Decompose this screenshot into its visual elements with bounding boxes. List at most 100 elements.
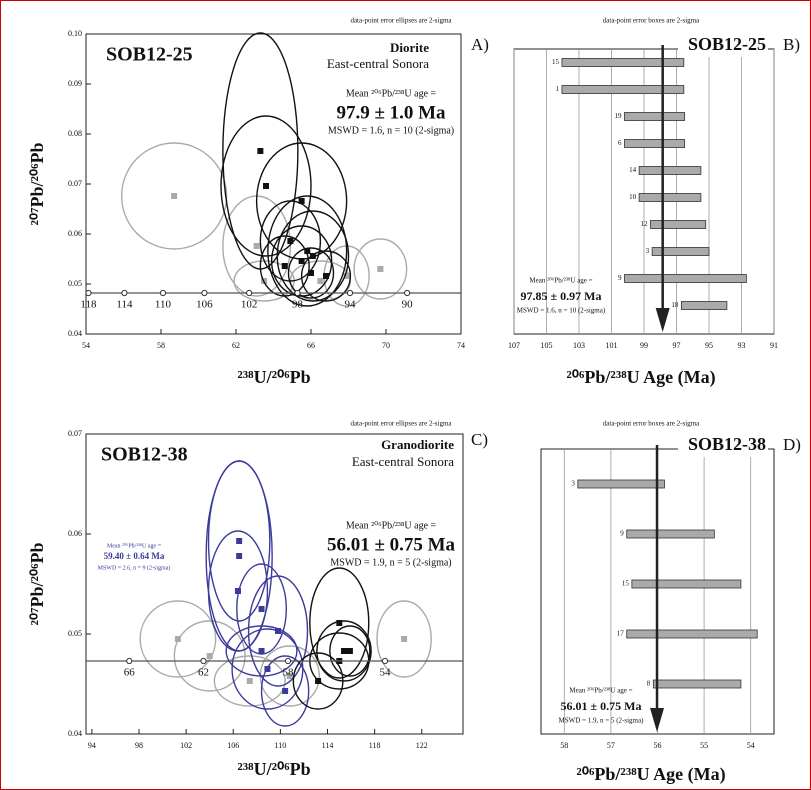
x-tick-label: 114 — [322, 741, 334, 750]
mswd: MSWD = 1.9, n = 5 (2-sigma) — [559, 717, 645, 725]
y-axis-label: ²⁰⁷Pb/²⁰⁶Pb — [27, 542, 47, 625]
concordia-age — [201, 289, 208, 297]
sample-name: SOB12-25 — [688, 34, 766, 54]
error-ellipse — [247, 575, 309, 687]
sample-backdrop — [678, 35, 768, 57]
data-point — [257, 148, 264, 154]
error-ellipse — [260, 655, 310, 727]
data-point — [258, 648, 265, 654]
x-tick-label: 98 — [135, 741, 143, 750]
data-point — [341, 648, 348, 654]
error-ellipse — [353, 238, 408, 300]
concordia-age-label: 66 — [124, 667, 136, 679]
data-point — [234, 588, 241, 594]
data-point — [315, 678, 322, 684]
age-bar — [577, 479, 665, 489]
data-point — [286, 673, 293, 679]
grain-label: 10 — [629, 193, 637, 201]
x-tick-label: 122 — [416, 741, 428, 750]
sample-name: SOB12-25 — [106, 44, 193, 66]
grain-label: 14 — [629, 166, 637, 174]
mean-age: 97.9 ± 1.0 Ma — [336, 102, 446, 123]
data-point — [281, 263, 288, 269]
grain-label: 9 — [618, 274, 622, 282]
error-ellipse — [207, 530, 269, 652]
x-tick-label: 97 — [673, 341, 681, 350]
concordia-age — [121, 289, 128, 297]
sub-mean-label: Mean ²⁰⁶Pb/²³⁸U age = — [107, 542, 162, 549]
data-point — [282, 688, 289, 694]
rock-type: Diorite — [390, 40, 429, 55]
data-point — [308, 270, 314, 276]
x-tick-label: 94 — [88, 741, 96, 750]
age-bar — [624, 112, 686, 121]
age-bar — [624, 139, 686, 148]
y-tick-label: 0.05 — [68, 629, 82, 638]
grain-label: 9 — [620, 530, 624, 538]
x-tick-label: 74 — [457, 341, 465, 350]
mean-label: Mean ²⁰⁶Pb/²³⁸U age = — [346, 88, 437, 99]
data-point — [236, 538, 243, 544]
data-layer — [120, 32, 408, 307]
x-tick-label: 118 — [369, 741, 381, 750]
data-point — [253, 243, 260, 249]
x-axis-label: ²⁰⁶Pb/²³⁸U Age (Ma) — [576, 764, 725, 785]
data-point — [287, 238, 294, 244]
x-tick-label: 95 — [705, 341, 713, 350]
x-tick-label: 58 — [157, 341, 165, 350]
concordia-age-label: 90 — [402, 299, 414, 311]
error-ellipse — [225, 625, 298, 677]
region: East-central Sonora — [327, 56, 429, 71]
data-point — [346, 648, 353, 654]
x-axis-label: ²³⁸U/²⁰⁶Pb — [237, 367, 310, 387]
x-tick-label: 57 — [607, 741, 615, 750]
mswd: MSWD = 1.6, n = 10 (2-sigma) — [328, 125, 454, 136]
x-tick-label: 66 — [307, 341, 315, 350]
data-point — [236, 553, 243, 559]
x-tick-label: 58 — [560, 741, 568, 750]
grain-label: 1 — [555, 85, 559, 93]
mean-label: Mean ²⁰⁶Pb/²³⁸U age = — [529, 277, 592, 285]
data-point — [275, 628, 282, 634]
concordia-age — [246, 289, 253, 297]
error-ellipse — [292, 652, 344, 710]
mswd: MSWD = 1.6, n = 10 (2-sigma) — [517, 307, 606, 315]
y-axis-label: ²⁰⁷Pb/²⁰⁶Pb — [27, 142, 47, 225]
age-bar — [652, 679, 742, 689]
concordia-age — [284, 657, 292, 665]
panel-label: B) — [783, 35, 800, 54]
data-point — [377, 266, 384, 272]
concordia-age — [404, 289, 411, 297]
grain-label: 3 — [646, 247, 650, 255]
error-ellipse — [316, 620, 372, 682]
data-point — [298, 258, 305, 264]
x-tick-label: 54 — [747, 741, 755, 750]
mean-arrowhead — [650, 708, 665, 732]
error-ellipse — [276, 210, 350, 302]
error-ellipse — [287, 247, 335, 299]
sample-name: SOB12-38 — [101, 444, 188, 466]
error-ellipse — [376, 600, 432, 678]
x-tick-label: 103 — [573, 341, 585, 350]
data-point — [309, 253, 316, 259]
age-bar — [561, 58, 685, 67]
error-ellipse — [267, 195, 348, 307]
data-point — [298, 198, 305, 204]
concordia-age-label: 114 — [116, 299, 133, 311]
y-tick-label: 0.04 — [68, 729, 82, 738]
concordia-age — [126, 657, 133, 665]
concordia-age-label: 118 — [80, 299, 97, 311]
note: data-point error ellipses are 2-sigma — [350, 420, 452, 428]
data-point — [343, 273, 350, 279]
data-layer — [139, 460, 432, 727]
rock-type: Granodiorite — [381, 437, 454, 452]
age-bar — [638, 193, 702, 202]
x-tick-label: 105 — [541, 341, 553, 350]
y-tick-label: 0.07 — [68, 179, 82, 188]
data-point — [258, 606, 265, 612]
error-ellipse — [309, 567, 370, 679]
x-tick-label: 99 — [640, 341, 648, 350]
mean-age: 56.01 ± 0.75 Ma — [327, 534, 456, 555]
